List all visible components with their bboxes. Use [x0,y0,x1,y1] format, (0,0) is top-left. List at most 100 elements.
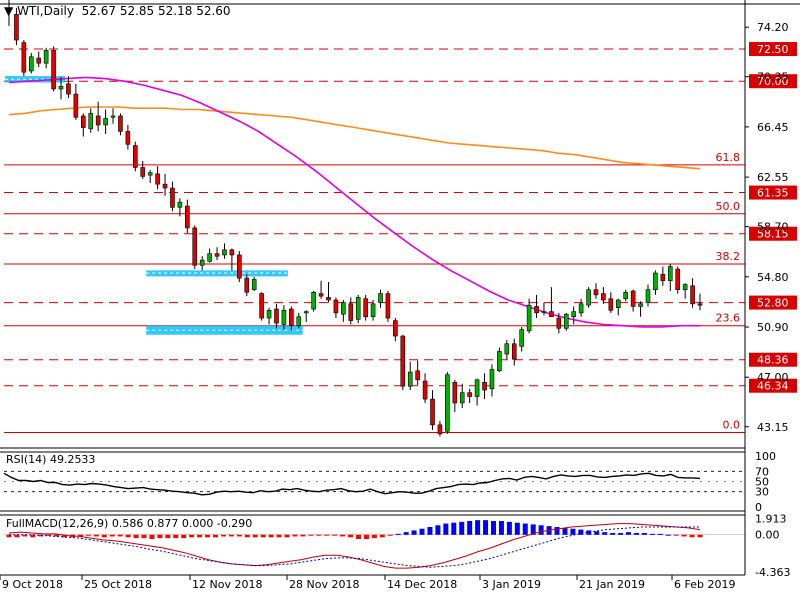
candle-body [36,57,42,64]
macd-histogram-bar [252,534,258,538]
macd-histogram-bar [403,532,409,535]
candle-body [511,343,517,360]
time-tick-label: 9 Oct 2018 [2,578,63,591]
candle-body [95,115,101,126]
time-tick-label: 25 Oct 2018 [84,578,152,591]
macd-histogram-bar [363,534,369,539]
fib-label: 0.0 [723,419,741,432]
macd-histogram-bar [276,534,282,538]
macd-histogram-bar [62,534,68,538]
candle-body [58,86,64,90]
candle-body [326,297,331,301]
time-tick-label: 14 Dec 2018 [387,578,457,591]
price-tick-label: 62.55 [757,171,789,184]
level-tag-label: 46.34 [757,380,789,393]
macd-histogram-bar [530,524,536,535]
fib-label: 38.2 [716,250,741,263]
level-tag [749,74,797,89]
ohlc-open: 52.67 [81,4,116,18]
macd-histogram-bar [173,534,179,539]
macd-histogram-bar [165,534,171,539]
macd-histogram-bar [316,534,322,536]
level-tag [749,295,797,310]
macd-histogram-bar [149,534,155,539]
macd-tick-label: 0.00 [755,529,780,542]
candle-body [541,311,547,313]
macd-histogram-bar [633,533,639,535]
macd-histogram-bar [641,533,647,535]
collapse-triangle-icon[interactable]: ▼ [4,4,14,18]
level-tag [749,185,797,200]
candle-body [519,329,524,347]
price-tick-label: 66.45 [757,121,789,134]
macd-histogram-bar [181,534,187,539]
macd-histogram-bar [300,534,306,537]
macd-signal-line [9,526,700,568]
candle-body [489,369,495,390]
macd-histogram-bar [697,534,703,538]
candle-body [333,299,339,314]
level-tag-label: 52.80 [757,297,789,310]
candle-body [682,284,688,291]
candle-body [118,115,123,132]
macd-histogram-bar [85,534,91,536]
level-tag-label: 61.35 [757,187,789,200]
macd-histogram-bar [292,534,298,537]
macd-histogram-bar [379,534,385,538]
macd-tick-label: -4.363 [755,566,790,579]
macd-histogram-bar [665,534,671,536]
symbol-label: WTI [17,4,40,18]
level-tag-label: 70.00 [757,75,789,88]
price-tick-label: 43.15 [757,421,789,434]
price-tick-label: 50.90 [757,321,789,334]
macd-histogram-bar [308,534,314,536]
macd-histogram-bar [93,534,99,537]
level-tag [749,42,797,57]
candle-body [110,115,116,118]
candle-body [274,308,279,324]
fib-label: 50.0 [716,200,741,213]
candle-body [593,289,599,296]
candle-body [125,131,131,145]
candle-body [296,316,302,327]
candle-body [281,309,287,325]
candle-body [556,317,562,329]
candle-body [400,335,406,387]
macd-histogram-bar [514,522,520,535]
candle-body [571,311,576,318]
candle-body [355,297,361,320]
macd-histogram-bar [451,522,457,535]
macd-histogram-bar [117,534,123,537]
candle-body [66,83,71,95]
candle-body [563,313,569,329]
candle-body [638,303,643,307]
price-tick-label: 54.80 [757,271,789,284]
macd-histogram-bar [459,521,465,535]
moving-average-line [8,106,701,170]
candle-body [675,268,681,291]
candle-body [534,306,539,314]
candle-body [430,398,435,426]
price-tick-label: 70.35 [757,71,789,84]
level-tag-label: 72.50 [757,43,789,56]
macd-histogram-bar [371,534,377,539]
candle-body [177,201,183,208]
candle-body [667,266,673,281]
candle-body [385,293,391,319]
macd-histogram-bar [260,534,266,538]
candle-body [244,277,250,293]
macd-histogram-bar [498,521,504,535]
candle-body [467,392,472,397]
macd-histogram-bar [427,527,433,535]
candle-body [311,291,316,310]
candle-body [452,382,458,404]
candle-body [578,303,584,314]
macd-histogram-bar [435,525,441,535]
ohlc-high: 52.85 [119,4,155,18]
candle-body [133,145,138,168]
macd-histogram-bar [332,534,338,536]
candle-body [697,303,703,306]
macd-histogram-bar [101,534,107,538]
time-tick-label: 21 Jan 2019 [579,578,645,591]
macd-histogram-bar [77,534,83,537]
